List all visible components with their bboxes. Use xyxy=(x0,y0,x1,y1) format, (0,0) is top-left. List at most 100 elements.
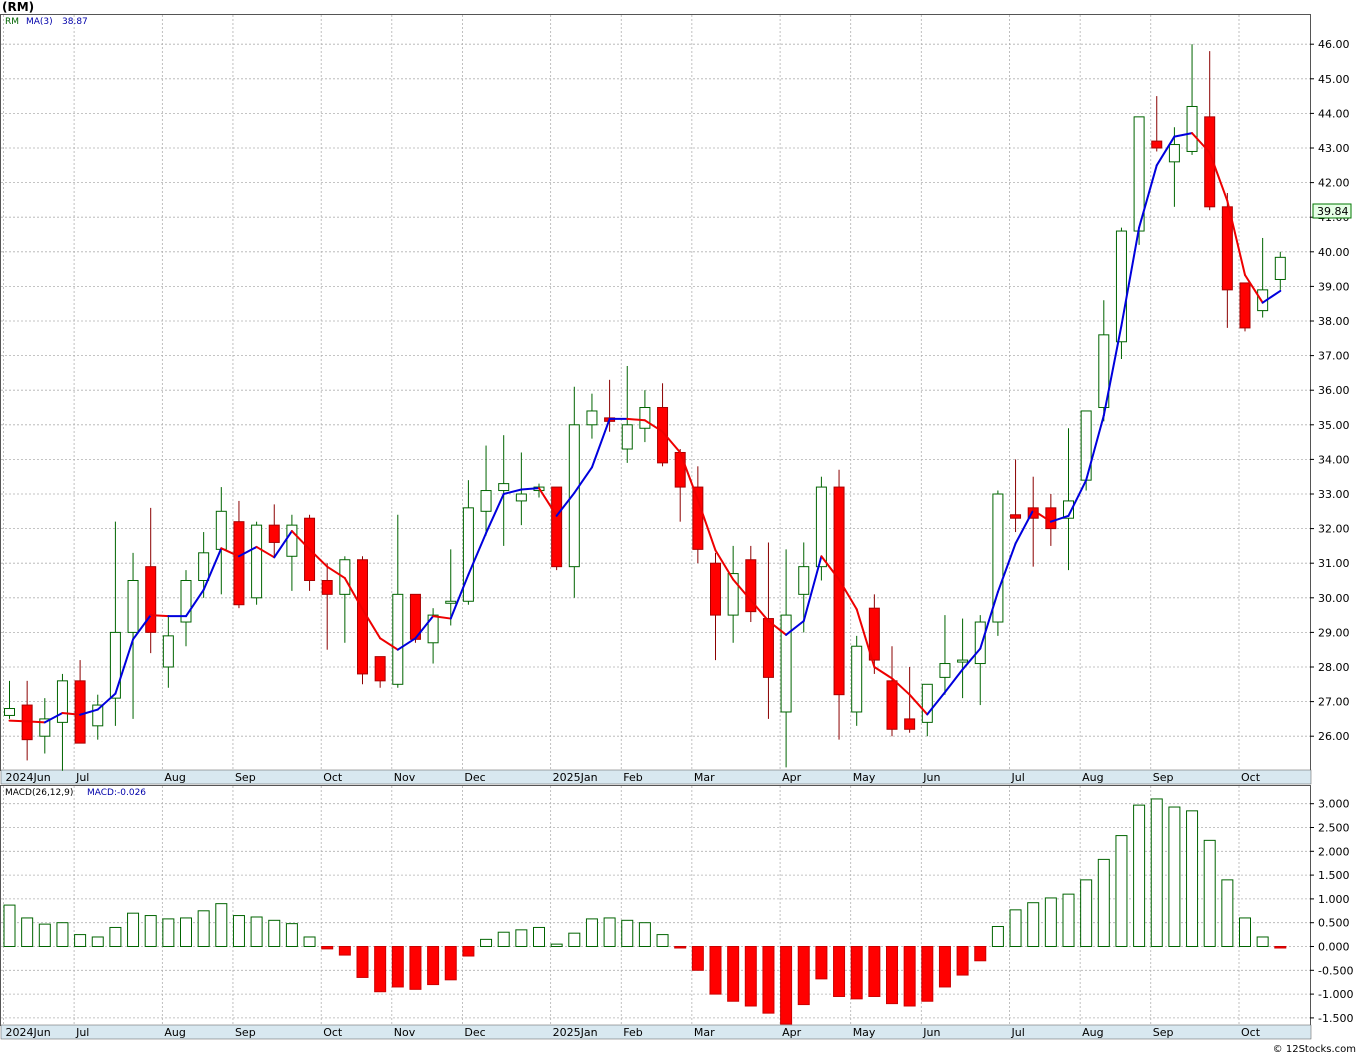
candle-body xyxy=(392,593,404,685)
macd-bar xyxy=(903,946,916,1007)
macd-x-tick-label: Jun xyxy=(922,1026,940,1039)
candle-body xyxy=(39,718,51,737)
grid-lines xyxy=(1,15,1314,1025)
ma-segment xyxy=(820,555,841,581)
candle-body xyxy=(480,490,492,512)
candle-body xyxy=(992,493,1004,623)
legend-ma-label: MA(3) xyxy=(26,17,53,27)
macd-bar xyxy=(197,910,210,947)
macd-y-tick-label: 0.500 xyxy=(1318,917,1350,930)
macd-bar xyxy=(1044,897,1057,947)
price-y-tick-label: 46.00 xyxy=(1318,38,1350,51)
candle-body xyxy=(798,566,810,595)
price-x-tick-label: Oct xyxy=(1241,771,1261,784)
ma-segment xyxy=(26,720,46,724)
price-y-tick-label: 31.00 xyxy=(1318,557,1350,570)
candle-body xyxy=(921,683,933,723)
price-y-tick-label: 28.00 xyxy=(1318,661,1350,674)
candle-body xyxy=(780,614,792,713)
ma-segment xyxy=(696,498,717,552)
macd-bar xyxy=(709,946,722,995)
candle-body xyxy=(1151,140,1163,149)
macd-bar xyxy=(1133,804,1146,947)
price-y-tick-label: 34.00 xyxy=(1318,453,1350,466)
candle-body xyxy=(74,680,86,744)
candle-body xyxy=(268,524,280,543)
ma-segment xyxy=(449,573,470,620)
x-axis-tick-labels: 2024Jun 2024Jun Jul Jul Aug Aug Sep Sep Oct Oct No… xyxy=(6,771,1261,1039)
candle-body xyxy=(1274,256,1286,280)
macd-bar xyxy=(568,932,581,947)
macd-bar xyxy=(374,946,387,993)
ma-segment xyxy=(555,491,576,517)
macd-bar xyxy=(1186,810,1199,948)
macd-x-tick-label: Sep xyxy=(235,1026,256,1039)
candle-body xyxy=(286,524,298,557)
candle-body xyxy=(762,618,774,678)
ma-segment xyxy=(343,577,364,611)
macd-x-tick-label: Feb xyxy=(623,1026,642,1039)
macd-bar xyxy=(1203,839,1216,947)
macd-y-tick-label: -1.000 xyxy=(1318,988,1353,1001)
price-x-tick-label: Jul xyxy=(75,771,89,784)
candle-body xyxy=(745,559,757,613)
candle-body xyxy=(1063,500,1074,519)
candle-body xyxy=(515,493,527,502)
candle-body xyxy=(162,635,174,668)
price-y-tick-label: 44.00 xyxy=(1318,107,1350,120)
legend-symbol: RM xyxy=(5,17,19,27)
macd-bar xyxy=(1150,798,1163,947)
ma-segment xyxy=(1226,199,1246,276)
price-y-tick-label: 30.00 xyxy=(1318,592,1350,605)
price-y-tick-label: 33.00 xyxy=(1318,488,1350,501)
ma-segment xyxy=(1173,132,1194,138)
macd-bar xyxy=(850,946,863,1000)
candle-body xyxy=(4,708,15,716)
macd-bar xyxy=(427,946,440,986)
ma-segment xyxy=(485,493,505,535)
macd-x-tick-label: Nov xyxy=(394,1026,416,1039)
ma-segment xyxy=(132,614,152,641)
price-x-tick-label: May xyxy=(853,771,876,784)
macd-bar xyxy=(444,946,457,981)
price-y-tick-label: 45.00 xyxy=(1318,73,1350,86)
price-y-tick-label: 29.00 xyxy=(1318,626,1350,639)
price-x-tick-label: Aug xyxy=(1082,771,1103,784)
candle-body xyxy=(939,663,951,678)
price-x-tick-label: Jun xyxy=(922,771,940,784)
candle-body xyxy=(233,521,245,606)
macd-bar xyxy=(797,946,810,1006)
price-x-tick-label: 2025Jan xyxy=(553,771,598,784)
ma-segment xyxy=(590,417,611,469)
macd-bar xyxy=(497,931,510,947)
candle-body xyxy=(127,580,139,633)
ma-segment xyxy=(908,693,929,716)
ma-segment xyxy=(926,691,946,716)
candle-body xyxy=(1221,206,1233,291)
macd-bar xyxy=(938,946,951,988)
macd-y-tick-label: 1.500 xyxy=(1318,869,1350,882)
macd-bar xyxy=(1256,936,1269,947)
price-y-tick-label: 37.00 xyxy=(1318,350,1350,363)
macd-bar xyxy=(515,929,528,948)
candle-body xyxy=(851,645,863,713)
price-x-tick-label: Jul xyxy=(1011,771,1025,784)
macd-bar xyxy=(727,946,740,1002)
macd-bar xyxy=(868,946,881,997)
ma-segment xyxy=(961,647,982,671)
macd-bar xyxy=(391,946,404,988)
ma-segment xyxy=(1085,414,1105,482)
macd-bar xyxy=(303,936,316,947)
price-y-tick-label: 36.00 xyxy=(1318,384,1350,397)
price-x-tick-label: Dec xyxy=(464,771,485,784)
ma-segment xyxy=(802,555,823,622)
candle-body xyxy=(621,424,633,450)
macd-bar xyxy=(56,922,69,948)
price-y-tick-label: 42.00 xyxy=(1318,177,1350,190)
macd-bar xyxy=(991,926,1004,947)
macd-bar xyxy=(656,934,669,947)
price-y-tick-label: 40.00 xyxy=(1318,246,1350,259)
candle-body xyxy=(109,631,121,699)
ma-segment xyxy=(749,599,770,622)
price-x-tick-label: 2024Jun xyxy=(6,771,51,784)
